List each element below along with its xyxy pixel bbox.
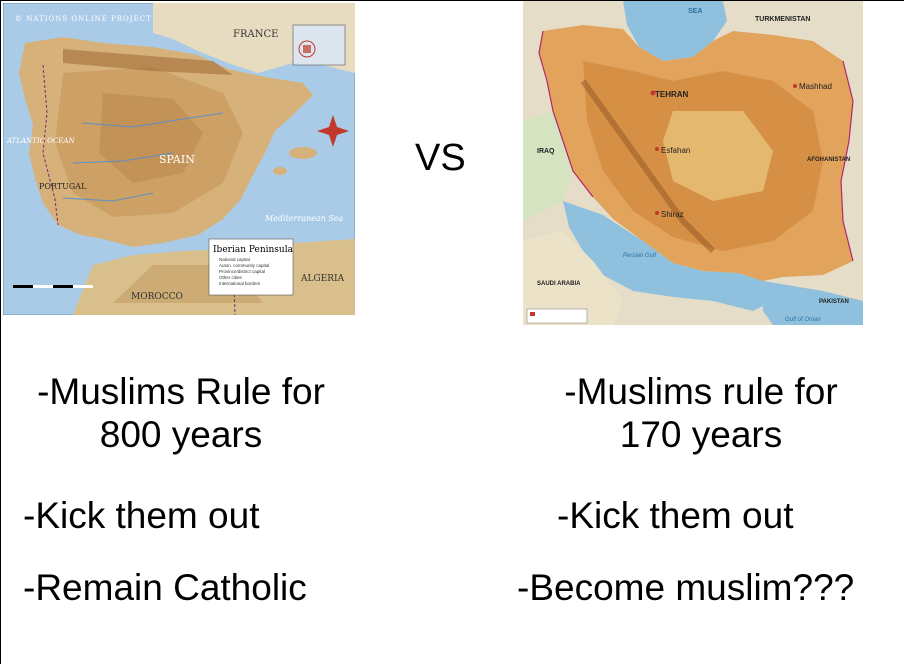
label-gulf-oman: Gulf of Oman <box>785 317 821 323</box>
label-spain: SPAIN <box>159 153 195 166</box>
svg-text:Auton. community capital: Auton. community capital <box>219 263 269 268</box>
iberian-peninsula-map: © NATIONS ONLINE PROJECT FRANCE SPAIN PO… <box>3 3 355 315</box>
svg-text:International borders: International borders <box>219 281 261 286</box>
label-afghanistan: AFGHANISTAN <box>807 157 850 163</box>
city-markers <box>650 84 797 215</box>
right-rule-duration: -Muslims rule for 170 years <box>541 371 861 456</box>
left-rule-duration: -Muslims Rule for 800 years <box>11 371 351 456</box>
label-shiraz: Shiraz <box>661 210 684 219</box>
label-morocco: MOROCCO <box>131 292 183 302</box>
label-saudi: SAUDI ARABIA <box>537 281 581 287</box>
label-iraq: IRAQ <box>537 148 555 155</box>
left-rule-line1: -Muslims Rule for <box>37 371 325 412</box>
label-mashhad: Mashhad <box>799 82 832 91</box>
label-turkmenistan: TURKMENISTAN <box>755 16 810 23</box>
left-rule-line2: 800 years <box>99 413 263 455</box>
label-portugal: PORTUGAL <box>39 182 87 191</box>
map-legend <box>526 308 588 324</box>
label-mediterranean: Mediterranean Sea <box>264 214 344 223</box>
map-legend: Iberian Peninsula National capital Auton… <box>208 238 294 296</box>
label-tehran: TEHRAN <box>655 90 689 99</box>
right-rule-line1: -Muslims rule for <box>564 371 838 412</box>
legend-title: Iberian Peninsula <box>213 245 294 255</box>
left-result-text: -Remain Catholic <box>23 567 307 608</box>
compass-rose-icon <box>317 115 349 147</box>
label-sea: SEA <box>688 8 702 15</box>
svg-text:Province/district capital: Province/district capital <box>219 269 265 274</box>
label-pakistan: PAKISTAN <box>819 299 849 305</box>
locator-inset <box>292 24 346 66</box>
map-credit: © NATIONS ONLINE PROJECT <box>15 15 152 23</box>
right-result-text: -Become muslim??? <box>517 567 855 608</box>
left-kick-text: -Kick them out <box>23 495 260 536</box>
scale-bar <box>13 285 93 288</box>
label-algeria: ALGERIA <box>300 274 345 284</box>
svg-text:Other cities: Other cities <box>219 275 243 280</box>
label-france: FRANCE <box>233 29 278 40</box>
versus-label: VS <box>415 137 466 179</box>
label-persian-gulf: Persian Gulf <box>623 253 657 259</box>
right-kick-text: -Kick them out <box>557 495 794 536</box>
svg-text:National capital: National capital <box>219 257 250 262</box>
iran-map: SEA TURKMENISTAN TEHRAN IRAQ AFGHANISTAN… <box>523 1 863 325</box>
right-rule-line2: 170 years <box>619 413 783 455</box>
label-esfahan: Esfahan <box>661 146 690 155</box>
label-atlantic: ATLANTIC OCEAN <box>6 137 75 145</box>
